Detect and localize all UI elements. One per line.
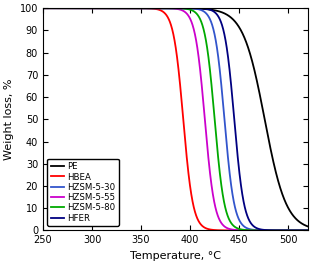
Legend: PE, HBEA, HZSM-5-30, HZSM-5-55, HZSM-5-80, HFER: PE, HBEA, HZSM-5-30, HZSM-5-55, HZSM-5-8… xyxy=(47,159,119,226)
HFER xyxy=(41,7,45,10)
HZSM-5-30 xyxy=(306,229,310,232)
HZSM-5-30 xyxy=(298,229,302,232)
HBEA xyxy=(55,7,58,10)
HZSM-5-55 xyxy=(41,7,45,10)
HFER xyxy=(298,229,302,232)
PE xyxy=(250,57,253,60)
HBEA xyxy=(163,12,167,15)
HZSM-5-30 xyxy=(250,228,253,231)
PE xyxy=(298,221,302,224)
PE xyxy=(170,7,173,10)
HZSM-5-55 xyxy=(170,7,173,10)
HFER xyxy=(170,7,173,10)
HZSM-5-80 xyxy=(163,7,167,10)
HZSM-5-30 xyxy=(298,229,302,232)
Line: HFER: HFER xyxy=(43,8,308,230)
HZSM-5-55 xyxy=(250,229,253,232)
Y-axis label: Weight loss, %: Weight loss, % xyxy=(4,78,14,160)
PE xyxy=(298,221,302,224)
HZSM-5-55 xyxy=(163,7,167,10)
Line: PE: PE xyxy=(43,8,308,226)
PE xyxy=(55,7,58,10)
HZSM-5-30 xyxy=(170,7,173,10)
HFER xyxy=(306,229,310,232)
HBEA xyxy=(298,229,302,232)
HZSM-5-30 xyxy=(163,7,167,10)
Line: HZSM-5-80: HZSM-5-80 xyxy=(43,8,308,230)
HBEA xyxy=(298,229,302,232)
HBEA xyxy=(306,229,310,232)
HBEA xyxy=(41,7,45,10)
HZSM-5-80 xyxy=(298,229,302,232)
HZSM-5-30 xyxy=(55,7,58,10)
HZSM-5-30 xyxy=(41,7,45,10)
PE xyxy=(41,7,45,10)
HFER xyxy=(163,7,167,10)
HZSM-5-55 xyxy=(298,229,302,232)
Line: HBEA: HBEA xyxy=(43,8,308,230)
HZSM-5-80 xyxy=(298,229,302,232)
PE xyxy=(306,225,310,228)
PE xyxy=(163,7,167,10)
HZSM-5-80 xyxy=(170,7,173,10)
HZSM-5-80 xyxy=(41,7,45,10)
HBEA xyxy=(250,229,253,232)
HFER xyxy=(55,7,58,10)
Line: HZSM-5-30: HZSM-5-30 xyxy=(43,8,308,230)
HZSM-5-55 xyxy=(306,229,310,232)
X-axis label: Temperature, °C: Temperature, °C xyxy=(130,251,221,261)
HZSM-5-55 xyxy=(55,7,58,10)
HZSM-5-80 xyxy=(55,7,58,10)
HBEA xyxy=(170,26,173,29)
HFER xyxy=(250,222,253,226)
HZSM-5-80 xyxy=(250,229,253,232)
HZSM-5-80 xyxy=(306,229,310,232)
Line: HZSM-5-55: HZSM-5-55 xyxy=(43,8,308,230)
HZSM-5-55 xyxy=(298,229,302,232)
HFER xyxy=(298,229,302,232)
